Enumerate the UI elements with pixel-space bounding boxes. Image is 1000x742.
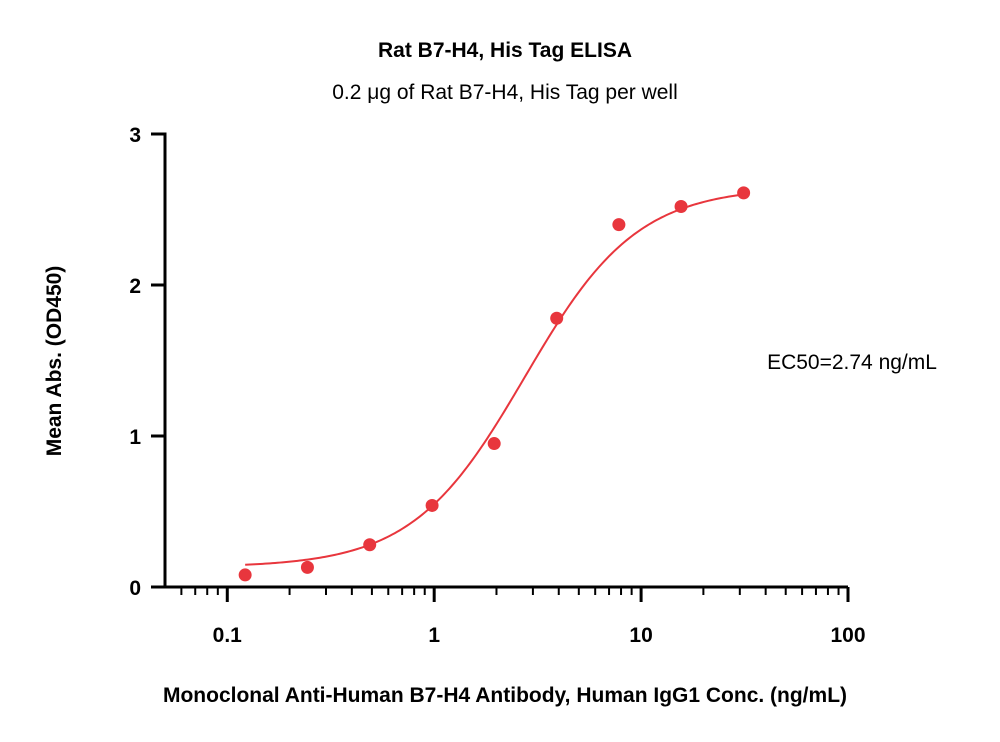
axes: [163, 132, 848, 589]
data-point: [487, 437, 501, 451]
y-tick-label: 3: [129, 124, 141, 147]
y-tick-label: 2: [129, 275, 141, 298]
data-point: [550, 311, 564, 325]
data-point: [612, 218, 626, 232]
data-point: [300, 560, 314, 574]
fit-curve: [245, 193, 744, 566]
ec50-annotation: EC50=2.74 ng/mL: [767, 351, 937, 374]
data-point: [425, 498, 439, 512]
x-tick-label: 1: [428, 624, 440, 647]
data-point: [674, 199, 688, 213]
chart-subtitle: 0.2 μg of Rat B7-H4, His Tag per well: [332, 81, 678, 104]
x-axis-ticks: 0.1 1 10 100: [180, 587, 866, 647]
data-point: [238, 568, 252, 582]
y-axis-ticks: 0 1 2 3: [129, 124, 165, 600]
data-point: [737, 186, 751, 200]
fit-curve-layer: [245, 193, 744, 566]
y-tick-label: 0: [129, 577, 141, 600]
x-tick-label: 10: [629, 624, 652, 647]
x-axis-title: Monoclonal Anti-Human B7-H4 Antibody, Hu…: [163, 684, 847, 707]
data-point: [363, 538, 377, 552]
y-axis-title: Mean Abs. (OD450): [43, 266, 66, 457]
chart-title: Rat B7-H4, His Tag ELISA: [378, 39, 632, 62]
x-tick-label: 100: [830, 624, 865, 647]
x-tick-label: 0.1: [213, 624, 243, 647]
y-tick-label: 1: [129, 426, 141, 449]
data-points: [238, 186, 751, 582]
